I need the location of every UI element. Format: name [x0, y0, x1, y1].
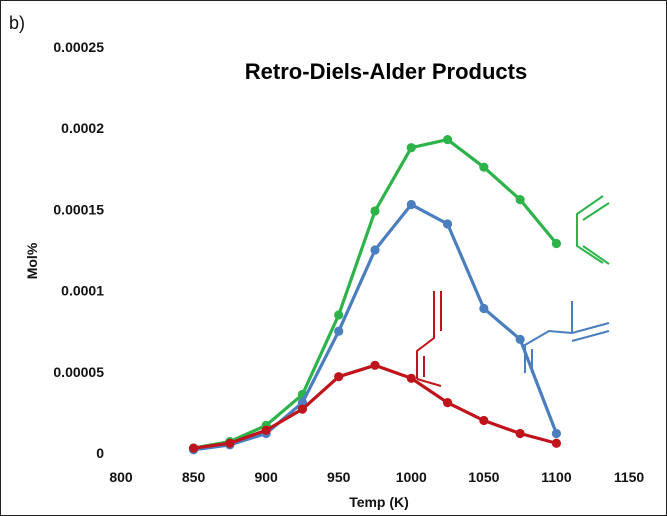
data-point [406, 373, 416, 383]
data-point [442, 398, 453, 408]
data-point [515, 334, 525, 344]
panel-label: b) [9, 13, 25, 33]
data-point [261, 425, 271, 435]
butadiene-structure-icon [576, 195, 610, 265]
y-tick-label: 0.00025 [53, 39, 104, 55]
data-point [334, 310, 344, 320]
data-point [479, 303, 489, 314]
y-axis-ticks: 0 0.00005 0.0001 0.00015 0.0002 0.00025 [53, 39, 104, 461]
data-point [551, 438, 562, 448]
x-tick-label: 950 [327, 469, 351, 485]
y-tick-label: 0.0002 [61, 120, 104, 136]
hexatriene-structure-icon [416, 291, 442, 387]
data-point [442, 134, 453, 145]
data-point [334, 326, 344, 336]
data-point [479, 162, 489, 172]
x-tick-label: 850 [182, 469, 206, 485]
y-tick-label: 0 [96, 445, 104, 461]
series-line [193, 202, 558, 452]
x-tick-label: 1000 [396, 469, 427, 485]
data-point [515, 428, 525, 439]
data-point [551, 428, 562, 439]
series-1 [188, 199, 562, 455]
series-layer [188, 134, 562, 455]
x-tick-label: 900 [254, 469, 278, 485]
x-axis-ticks: 800 850 900 950 1000 1050 1100 1150 [109, 469, 644, 485]
y-axis-label: Mol% [24, 242, 40, 279]
y-tick-label: 0.00015 [53, 201, 104, 217]
data-point [479, 415, 489, 426]
data-point [370, 206, 380, 216]
x-tick-label: 1150 [614, 469, 645, 485]
data-point [297, 404, 308, 414]
data-point [442, 219, 453, 229]
series-line [193, 137, 558, 450]
data-point [551, 238, 562, 249]
y-tick-label: 0.00005 [53, 364, 104, 380]
data-point [406, 199, 416, 210]
x-axis-label: Temp (K) [349, 494, 409, 510]
data-point [515, 195, 525, 205]
chart-title: Retro-Diels-Alder Products [245, 59, 527, 84]
isoprene-structure-icon [524, 301, 610, 373]
x-tick-label: 800 [109, 469, 133, 485]
series-2 [188, 360, 562, 453]
y-tick-label: 0.0001 [61, 283, 104, 299]
data-point [370, 360, 380, 370]
data-point [370, 245, 380, 255]
series-0 [188, 134, 562, 453]
data-point [334, 372, 344, 382]
data-point [225, 438, 235, 448]
data-point [406, 143, 416, 153]
x-tick-label: 1100 [541, 469, 572, 485]
series-line [193, 363, 557, 450]
x-tick-label: 1050 [468, 469, 499, 485]
data-point [188, 443, 199, 453]
